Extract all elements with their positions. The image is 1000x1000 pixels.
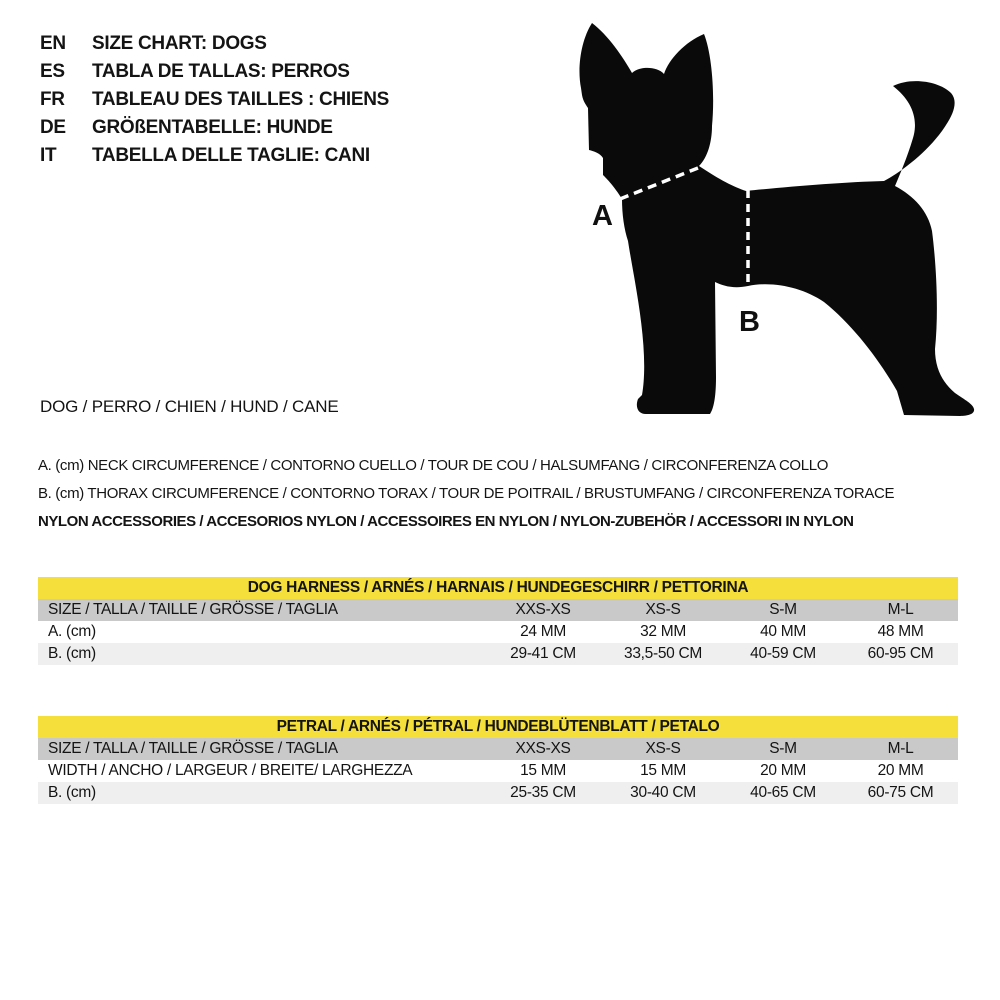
size-cell: XS-S — [645, 740, 681, 757]
value-cell: 33,5-50 CM — [624, 645, 702, 662]
figure-caption: DOG / PERRO / CHIEN / HUND / CANE — [40, 397, 339, 416]
title-text: TABELLA DELLE TAGLIE: CANI — [92, 145, 370, 166]
title-row-es: ES TABLA DE TALLAS: PERROS — [40, 58, 389, 86]
size-header-row: SIZE / TALLA / TAILLE / GRÖSSE / TAGLIA … — [38, 738, 958, 760]
language-code: DE — [40, 117, 66, 138]
title-text: GRÖßENTABELLE: HUNDE — [92, 117, 333, 138]
table-title: PETRAL / ARNÉS / PÉTRAL / HUNDEBLÜTENBLA… — [38, 716, 958, 738]
size-cell: XS-S — [645, 601, 681, 618]
value-cell: 30-40 CM — [630, 784, 696, 801]
value-cell: 60-95 CM — [867, 645, 934, 662]
size-header-row: SIZE / TALLA / TAILLE / GRÖSSE / TAGLIA … — [38, 599, 958, 621]
value-cell: 60-75 CM — [867, 784, 934, 801]
size-cell: S-M — [769, 740, 797, 757]
language-code: IT — [40, 145, 57, 166]
value-cell: 40-59 CM — [750, 645, 816, 662]
language-code: EN — [40, 33, 66, 54]
table-row: A. (cm) 24 MM 32 MM 40 MM 48 MM — [38, 621, 958, 643]
title-row-de: DE GRÖßENTABELLE: HUNDE — [40, 114, 389, 142]
size-cell: XXS-XS — [515, 601, 571, 618]
value-cell: 25-35 CM — [510, 784, 576, 801]
title-row-en: EN SIZE CHART: DOGS — [40, 30, 389, 58]
row-label: B. (cm) — [48, 784, 96, 801]
legend-line-thorax: B. (cm) THORAX CIRCUMFERENCE / CONTORNO … — [38, 485, 895, 502]
language-code: FR — [40, 89, 65, 110]
row-label: B. (cm) — [48, 645, 96, 662]
dog-silhouette-shape — [579, 23, 975, 416]
title-row-it: IT TABELLA DELLE TAGLIE: CANI — [40, 142, 389, 170]
title-row-fr: FR TABLEAU DES TAILLES : CHIENS — [40, 86, 389, 114]
title-text: TABLEAU DES TAILLES : CHIENS — [92, 89, 390, 110]
measurement-legend: A. (cm) NECK CIRCUMFERENCE / CONTORNO CU… — [38, 452, 894, 536]
table-row: B. (cm) 29-41 CM 33,5-50 CM 40-59 CM 60-… — [38, 643, 958, 665]
value-cell: 32 MM — [640, 623, 686, 640]
language-title-list: EN SIZE CHART: DOGS ES TABLA DE TALLAS: … — [40, 30, 389, 170]
row-label: SIZE / TALLA / TAILLE / GRÖSSE / TAGLIA — [48, 740, 338, 757]
measure-label-b: B — [739, 306, 760, 338]
value-cell: 20 MM — [760, 762, 806, 779]
table-row: B. (cm) 25-35 CM 30-40 CM 40-65 CM 60-75… — [38, 782, 958, 804]
dog-silhouette-icon: A B — [579, 23, 975, 416]
dog-measurement-figure: A B — [562, 10, 982, 430]
row-label: A. (cm) — [48, 623, 96, 640]
value-cell: 24 MM — [520, 623, 566, 640]
row-label: WIDTH / ANCHO / LARGEUR / BREITE/ LARGHE… — [48, 762, 413, 779]
size-cell: M-L — [887, 601, 914, 618]
legend-line-material: NYLON ACCESSORIES / ACCESORIOS NYLON / A… — [38, 513, 854, 530]
harness-size-table: DOG HARNESS / ARNÉS / HARNAIS / HUNDEGES… — [38, 577, 958, 665]
row-label: SIZE / TALLA / TAILLE / GRÖSSE / TAGLIA — [48, 601, 338, 618]
title-text: TABLA DE TALLAS: PERROS — [92, 61, 350, 82]
measure-label-a: A — [592, 200, 613, 232]
value-cell: 20 MM — [877, 762, 924, 779]
size-cell: S-M — [769, 601, 797, 618]
value-cell: 40-65 CM — [750, 784, 816, 801]
table-title: DOG HARNESS / ARNÉS / HARNAIS / HUNDEGES… — [38, 577, 958, 599]
title-text: SIZE CHART: DOGS — [92, 33, 267, 54]
value-cell: 40 MM — [760, 623, 806, 640]
value-cell: 15 MM — [640, 762, 686, 779]
language-code: ES — [40, 61, 65, 82]
size-cell: M-L — [887, 740, 914, 757]
value-cell: 29-41 CM — [510, 645, 576, 662]
size-cell: XXS-XS — [515, 740, 571, 757]
petral-size-table: PETRAL / ARNÉS / PÉTRAL / HUNDEBLÜTENBLA… — [38, 716, 958, 804]
legend-line-neck: A. (cm) NECK CIRCUMFERENCE / CONTORNO CU… — [38, 457, 829, 474]
table-row: WIDTH / ANCHO / LARGEUR / BREITE/ LARGHE… — [38, 760, 958, 782]
value-cell: 15 MM — [520, 762, 566, 779]
value-cell: 48 MM — [877, 623, 924, 640]
